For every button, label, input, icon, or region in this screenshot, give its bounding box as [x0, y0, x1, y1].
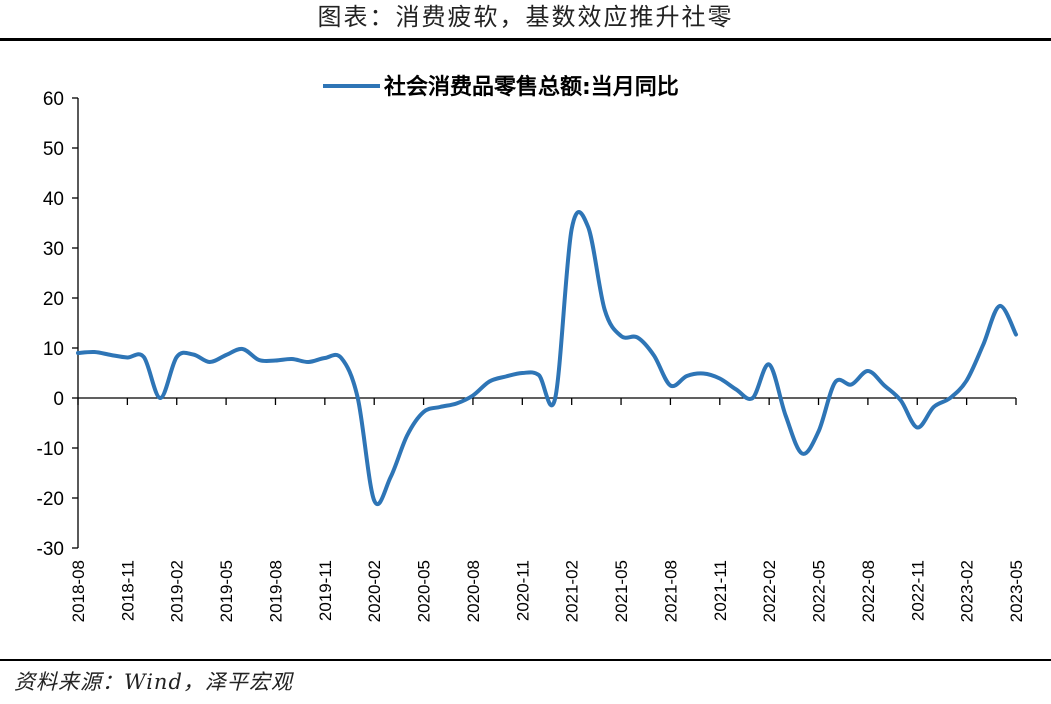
x-tick-label: 2020-05	[415, 560, 434, 622]
x-tick-label: 2018-08	[69, 560, 88, 622]
series-line-retail-sales-yoy	[76, 210, 1018, 506]
y-tick-label: -10	[37, 439, 64, 460]
x-tick-label: 2023-02	[958, 560, 977, 622]
x-tick-label: 2021-08	[661, 560, 680, 622]
x-tick-label: 2020-11	[513, 560, 532, 621]
x-axis: 2018-08 2018-11 2019-02 2019-05 2019-08 2019-…	[69, 397, 1026, 622]
x-tick-label: 2019-05	[217, 560, 236, 622]
x-tick-label: 2019-02	[168, 560, 187, 622]
page-title: 图表：消费疲软，基数效应推升社零	[317, 3, 734, 31]
source-note: 资料来源：Wind，泽平宏观	[14, 670, 293, 694]
x-tick-label: 2023-05	[1007, 560, 1026, 622]
x-tick-label: 2022-08	[859, 560, 878, 622]
x-tick-label: 2021-02	[563, 560, 582, 622]
legend: 社会消费品零售总额:当月同比	[323, 74, 679, 100]
x-tick-label: 2019-11	[316, 560, 335, 621]
x-tick-label: 2022-02	[760, 560, 779, 622]
y-tick-label: 10	[43, 339, 64, 360]
y-axis: 60 50 40 30 20 10 0 -10 -20 -30	[37, 89, 79, 560]
x-tick-label: 2018-11	[118, 560, 137, 621]
x-tick-label: 2021-05	[612, 560, 631, 622]
y-tick-label: 0	[53, 389, 64, 410]
y-tick-label: 50	[43, 139, 64, 160]
y-tick-label: 20	[43, 289, 64, 310]
legend-label: 社会消费品零售总额:当月同比	[384, 74, 679, 100]
top-divider	[0, 38, 1051, 41]
y-tick-label: 60	[43, 89, 64, 110]
x-tick-label: 2022-11	[908, 560, 927, 621]
bottom-divider	[0, 659, 1051, 661]
y-tick-label: -20	[37, 489, 64, 510]
x-tick-label: 2022-05	[810, 560, 829, 622]
x-tick-label: 2019-08	[266, 560, 285, 622]
y-tick-label: 30	[43, 239, 64, 260]
x-tick-label: 2021-11	[711, 560, 730, 621]
y-tick-label: -30	[37, 539, 64, 560]
x-tick-label: 2020-08	[464, 560, 483, 622]
x-tick-label: 2020-02	[365, 560, 384, 622]
y-tick-label: 40	[43, 189, 64, 210]
